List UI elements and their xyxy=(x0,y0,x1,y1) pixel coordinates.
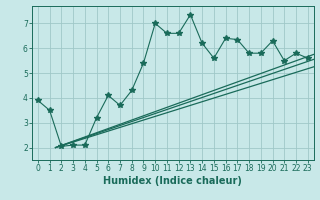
X-axis label: Humidex (Indice chaleur): Humidex (Indice chaleur) xyxy=(103,176,242,186)
